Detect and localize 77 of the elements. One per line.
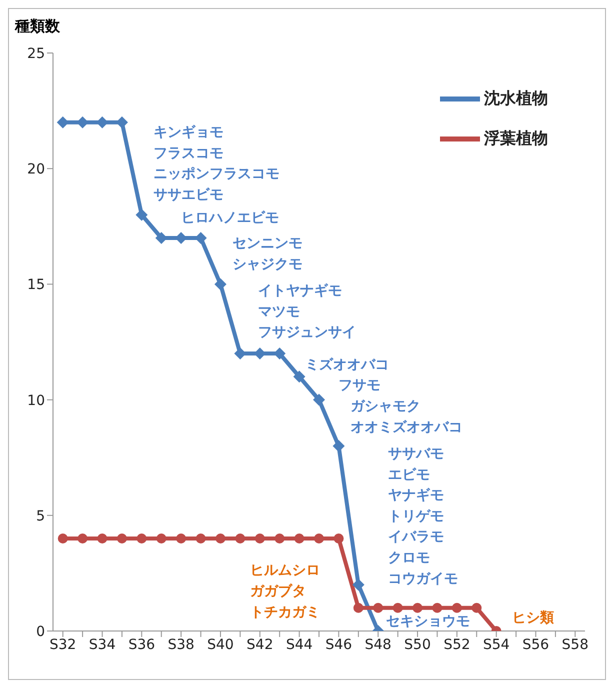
point bbox=[452, 602, 462, 613]
x-tick-label: S38 bbox=[168, 636, 194, 653]
annotation: フラスコモ bbox=[153, 145, 224, 162]
x-tick-label: S56 bbox=[522, 636, 550, 653]
x-tick-label: S34 bbox=[88, 636, 116, 653]
x-tick-label: S50 bbox=[404, 636, 431, 653]
point bbox=[373, 602, 384, 613]
annotation: エビモ bbox=[388, 466, 430, 483]
point bbox=[392, 602, 403, 613]
point bbox=[334, 534, 344, 544]
annotation: コウガイモ bbox=[388, 570, 458, 587]
annotation: セキショウモ bbox=[386, 614, 470, 630]
x-tick-label: S44 bbox=[286, 636, 313, 653]
x-tick-label: S58 bbox=[562, 636, 588, 653]
annotation: ササエビモ bbox=[153, 187, 224, 203]
point bbox=[235, 534, 246, 544]
point bbox=[274, 534, 285, 544]
legend-label: 浮葉植物 bbox=[484, 128, 548, 148]
point bbox=[196, 534, 206, 544]
point bbox=[136, 208, 148, 221]
point bbox=[136, 534, 147, 544]
x-tick-label: S48 bbox=[364, 636, 392, 653]
y-tick-label: 20 bbox=[27, 162, 45, 178]
point bbox=[314, 534, 324, 544]
point bbox=[214, 278, 226, 290]
annotation: シャジクモ bbox=[232, 256, 302, 272]
point bbox=[412, 602, 423, 613]
annotation: マツモ bbox=[258, 304, 300, 320]
x-tick-label: S54 bbox=[482, 636, 510, 653]
point bbox=[352, 578, 364, 591]
annotation: ニッポンフラスコモ bbox=[153, 166, 280, 182]
point bbox=[313, 394, 325, 406]
x-tick-label: S32 bbox=[50, 636, 76, 653]
annotation: フサジュンサイ bbox=[258, 324, 356, 341]
annotation: ヒルムシロ bbox=[250, 562, 320, 579]
point bbox=[294, 534, 304, 544]
point bbox=[353, 602, 364, 613]
annotation: ガガブタ bbox=[250, 582, 306, 600]
x-tick-label: S52 bbox=[444, 636, 470, 653]
point bbox=[432, 602, 442, 613]
annotation: ヤナギモ bbox=[388, 488, 444, 504]
y-tick-label: 0 bbox=[36, 624, 45, 640]
annotation: クロモ bbox=[388, 550, 430, 566]
legend-label: 沈水植物 bbox=[484, 88, 548, 108]
annotation: トチカガミ bbox=[250, 604, 320, 620]
x-tick-label: S40 bbox=[207, 636, 234, 653]
x-tick-label: S42 bbox=[246, 636, 274, 653]
point bbox=[254, 534, 265, 544]
annotation: ササバモ bbox=[388, 446, 444, 462]
annotation: オオミズオオバコ bbox=[350, 419, 463, 436]
point bbox=[176, 534, 186, 544]
point bbox=[97, 534, 108, 544]
y-tick-label: 25 bbox=[27, 46, 45, 62]
point bbox=[78, 534, 88, 544]
point bbox=[116, 534, 127, 544]
y-tick-label: 15 bbox=[27, 277, 45, 294]
y-tick-label: 5 bbox=[36, 508, 45, 524]
annotation: イバラモ bbox=[388, 529, 444, 546]
point bbox=[58, 534, 68, 544]
point bbox=[293, 370, 306, 383]
annotation: フサモ bbox=[338, 378, 381, 394]
y-tick-label: 10 bbox=[27, 392, 45, 409]
point bbox=[472, 602, 482, 613]
y-axis-title: 種類数 bbox=[15, 17, 60, 36]
annotation: ガシャモク bbox=[350, 398, 421, 415]
annotation: センニンモ bbox=[232, 236, 302, 252]
annotation: ミズオオバコ bbox=[305, 356, 390, 373]
point bbox=[215, 534, 226, 544]
point bbox=[156, 534, 166, 544]
annotation: ヒロハノエビモ bbox=[181, 210, 280, 226]
annotation: イトヤナギモ bbox=[258, 282, 342, 299]
x-tick-label: S36 bbox=[128, 636, 156, 653]
annotation: ヒシ類 bbox=[512, 610, 554, 626]
x-tick-label: S46 bbox=[325, 636, 352, 653]
annotation: キンギョモ bbox=[153, 124, 224, 141]
annotation: トリゲモ bbox=[388, 508, 444, 524]
point bbox=[332, 440, 345, 452]
